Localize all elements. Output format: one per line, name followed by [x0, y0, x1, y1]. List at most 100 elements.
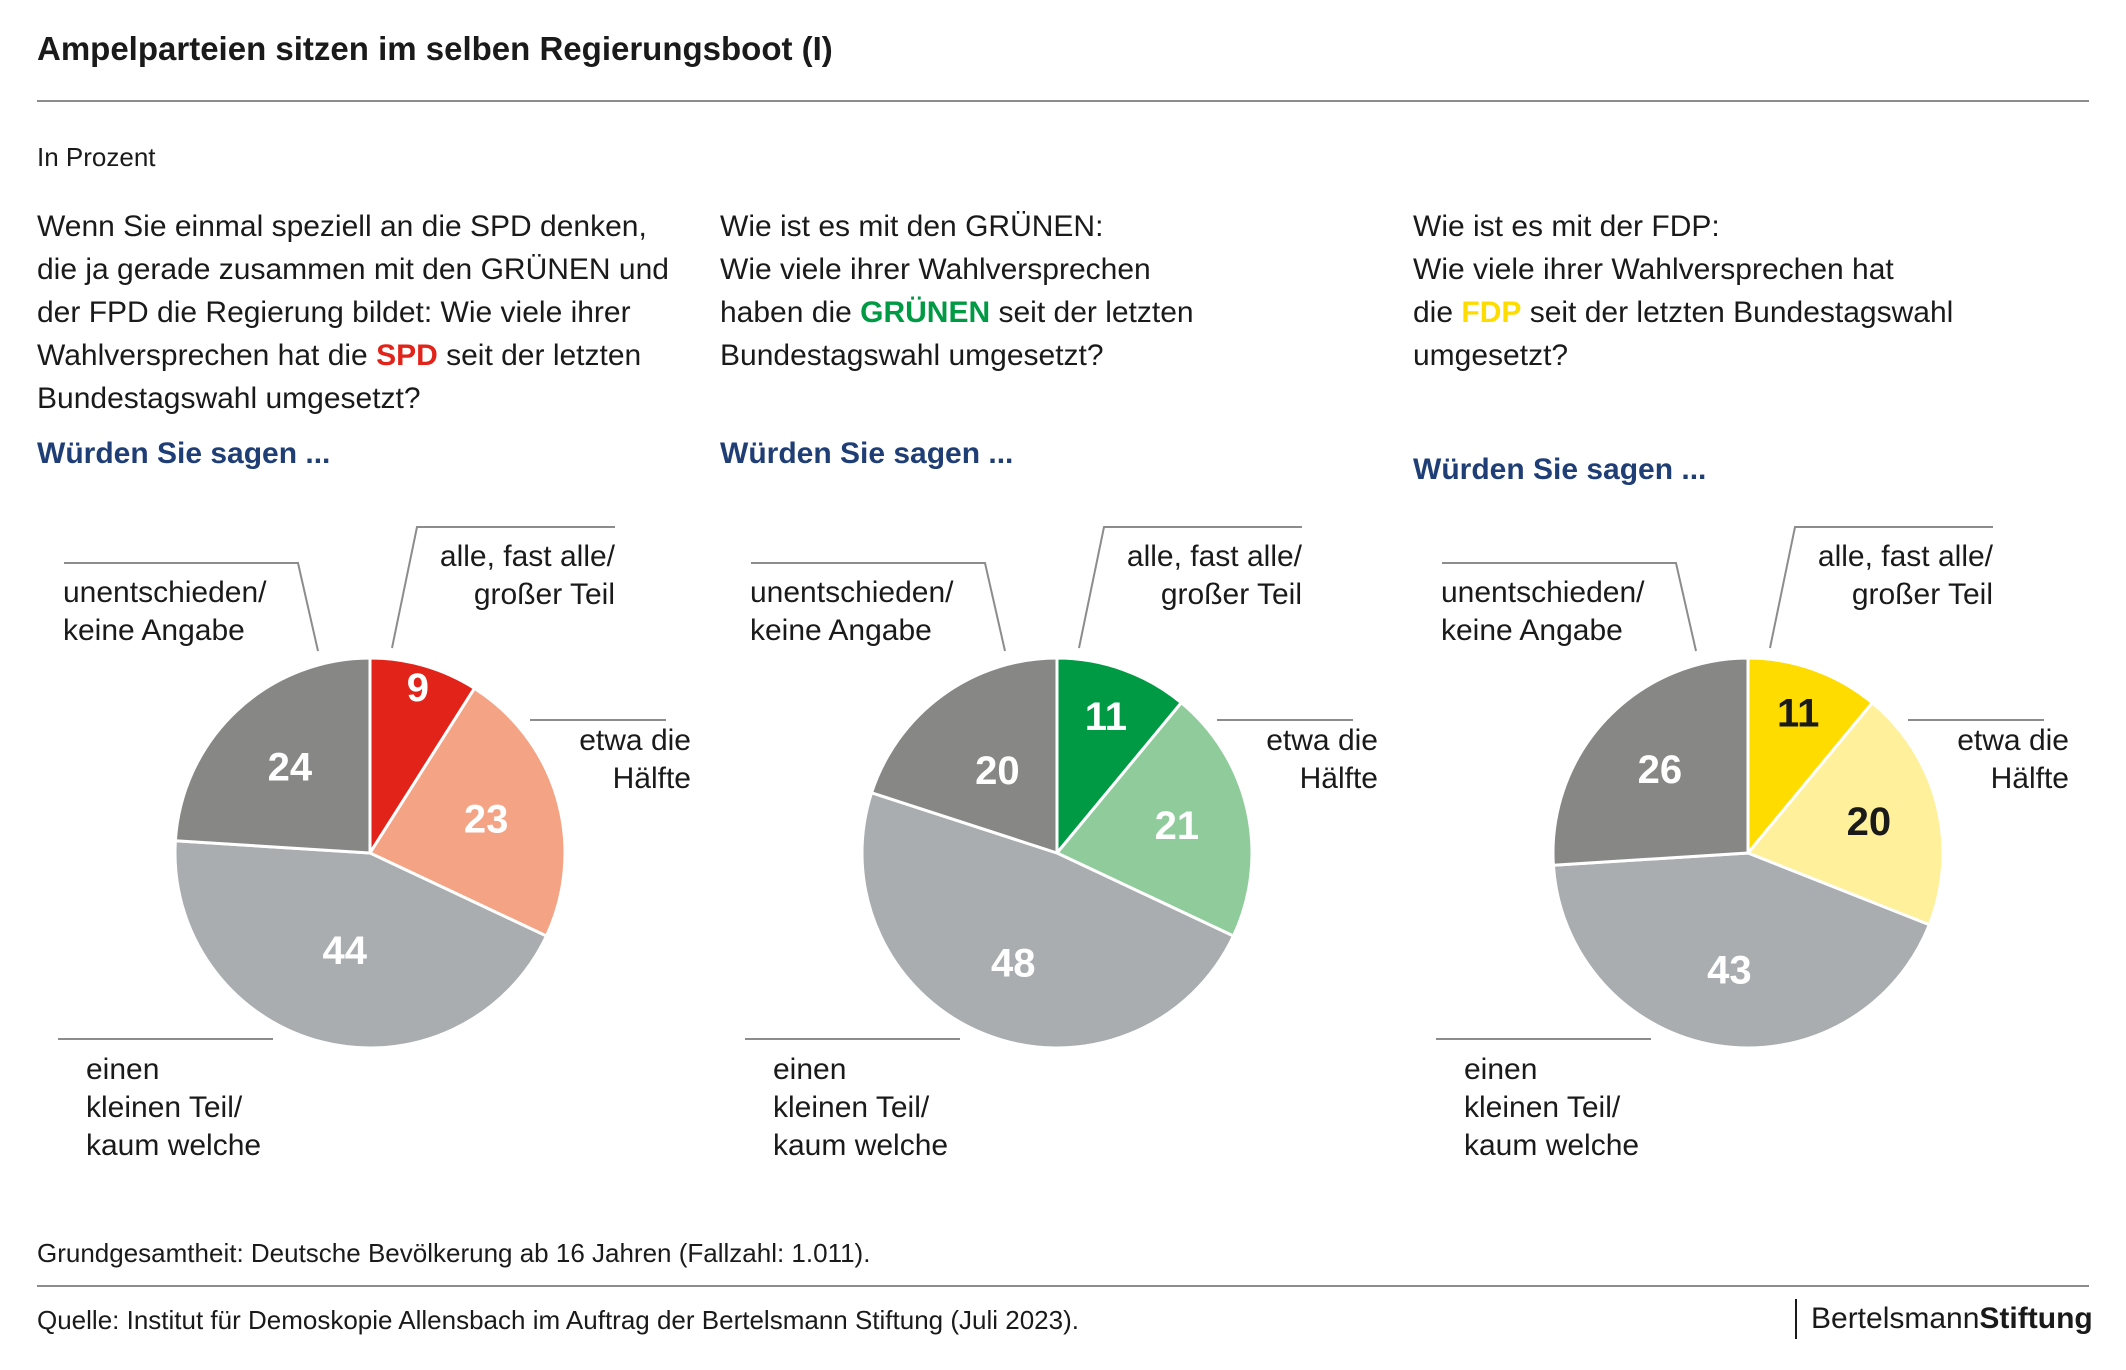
- callout-leader-line: [1078, 526, 1302, 649]
- question-text: seit der letzten Bundestagswahl: [1521, 296, 1954, 329]
- callout-label: kaum welche: [86, 1129, 261, 1162]
- question-fdp: Wie ist es mit der FDP: Wie viele ihrer W…: [1413, 205, 1953, 377]
- callout-label: etwa die: [579, 724, 691, 757]
- question-text: Wie ist es mit der FDP:: [1413, 210, 1720, 243]
- slice-value-label: 20: [1847, 800, 1892, 844]
- slice-value-label: 11: [1777, 692, 1819, 736]
- question-line: die ja gerade zusammen mit den GRÜNEN un…: [37, 248, 669, 291]
- callout-label: keine Angabe: [750, 614, 932, 647]
- slice-value-label: 24: [268, 746, 313, 790]
- pie-slice: [368, 656, 476, 855]
- callout-label: alle, fast alle/: [440, 540, 616, 573]
- slice-value-label: 9: [407, 666, 429, 710]
- question-text: Wie ist es mit den GRÜNEN:: [720, 210, 1104, 243]
- callout-label: etwa die: [1266, 724, 1378, 757]
- question-spd: Wenn Sie einmal speziell an die SPD denk…: [37, 205, 669, 420]
- question-text: Bundestagswahl umgesetzt?: [37, 382, 421, 415]
- footer-divider: [37, 1285, 2089, 1287]
- brand-part1: Bertelsmann: [1811, 1302, 1980, 1335]
- pie-slice: [860, 791, 1235, 1050]
- party-highlight: GRÜNEN: [860, 296, 991, 329]
- pie-slice: [368, 686, 567, 938]
- slice-value-label: 11: [1085, 695, 1127, 739]
- callout-label: Hälfte: [1991, 762, 2069, 795]
- pie-slice: [1746, 656, 1874, 855]
- callout-label: alle, fast alle/: [1127, 540, 1303, 573]
- slice-value-label: 26: [1638, 748, 1683, 792]
- pie-slice: [1746, 701, 1945, 927]
- slice-value-label: 20: [975, 749, 1020, 793]
- question-line: Wie ist es mit der FDP:: [1413, 205, 1953, 248]
- callout-leader-line: [751, 562, 1006, 652]
- slice-value-label: 21: [1155, 804, 1200, 848]
- question-text: Bundestagswahl umgesetzt?: [720, 339, 1104, 372]
- question-line: umgesetzt?: [1413, 334, 1953, 377]
- callout-label: kleinen Teil/: [1464, 1091, 1621, 1124]
- callout-label: einen: [86, 1053, 159, 1086]
- callout-label: kleinen Teil/: [773, 1091, 930, 1124]
- callout-label: kleinen Teil/: [86, 1091, 243, 1124]
- question-text: Wie viele ihrer Wahlversprechen hat: [1413, 253, 1894, 286]
- slice-value-label: 43: [1707, 948, 1752, 992]
- question-text: Wenn Sie einmal speziell an die SPD denk…: [37, 210, 647, 243]
- callout-label: keine Angabe: [1441, 614, 1623, 647]
- pie-slice: [1055, 656, 1183, 855]
- pie-slice: [1551, 656, 1750, 867]
- pie-slice: [173, 839, 548, 1050]
- callout-label: unentschieden/: [750, 576, 954, 609]
- pie-slice: [1551, 851, 1931, 1050]
- question-text: Wahlversprechen hat die: [37, 339, 377, 372]
- callout-label: unentschieden/: [63, 576, 267, 609]
- bertelsmann-stiftung-logo: BertelsmannStiftung: [1795, 1299, 2093, 1339]
- question-text: seit der letzten: [437, 339, 642, 372]
- callout-label: großer Teil: [1161, 578, 1302, 611]
- footnote: Grundgesamtheit: Deutsche Bevölkerung ab…: [37, 1238, 871, 1268]
- question-line: Bundestagswahl umgesetzt?: [37, 377, 669, 420]
- callout-label: einen: [1464, 1053, 1537, 1086]
- question-text: seit der letzten: [990, 296, 1194, 329]
- callout-label: Hälfte: [1300, 762, 1378, 795]
- question-text: umgesetzt?: [1413, 339, 1569, 372]
- brand-part2: Stiftung: [1979, 1302, 2093, 1335]
- callout-label: kaum welche: [773, 1129, 948, 1162]
- chart-title: Ampelparteien sitzen im selben Regierung…: [37, 30, 833, 67]
- callout-label: kaum welche: [1464, 1129, 1639, 1162]
- question-line: Wie viele ihrer Wahlversprechen: [720, 248, 1194, 291]
- question-line: die FDP seit der letzten Bundestagswahl: [1413, 291, 1953, 334]
- pie-slice: [173, 656, 372, 855]
- callout-leader-line: [1442, 562, 1697, 652]
- sub-label-fdp: Würden Sie sagen ...: [1413, 453, 1707, 486]
- callout-leader-line: [391, 526, 615, 649]
- slice-value-label: 48: [991, 942, 1036, 986]
- question-text: die: [1413, 296, 1462, 329]
- slice-value-label: 23: [464, 797, 509, 841]
- question-text: der FPD die Regierung bildet: Wie viele …: [37, 296, 631, 329]
- callout-label: etwa die: [1957, 724, 2069, 757]
- source-note: Quelle: Institut für Demoskopie Allensba…: [37, 1305, 1079, 1335]
- callout-label: keine Angabe: [63, 614, 245, 647]
- question-line: Wahlversprechen hat die SPD seit der let…: [37, 334, 669, 377]
- pie-slice: [870, 656, 1059, 855]
- question-line: haben die GRÜNEN seit der letzten: [720, 291, 1194, 334]
- title-divider: [37, 100, 2089, 102]
- sub-label-spd: Würden Sie sagen ...: [37, 437, 331, 470]
- callout-label: unentschieden/: [1441, 576, 1645, 609]
- question-text: haben die: [720, 296, 861, 329]
- question-line: Bundestagswahl umgesetzt?: [720, 334, 1194, 377]
- callout-leader-line: [64, 562, 319, 652]
- callout-label: großer Teil: [1852, 578, 1993, 611]
- unit-label: In Prozent: [37, 142, 156, 172]
- pie-slice: [1055, 701, 1254, 938]
- sub-label-gruene: Würden Sie sagen ...: [720, 437, 1014, 470]
- party-highlight: SPD: [376, 339, 438, 372]
- question-text: Wie viele ihrer Wahlversprechen: [720, 253, 1151, 286]
- slice-value-label: 44: [323, 929, 368, 973]
- callout-label: Hälfte: [613, 762, 691, 795]
- question-gruene: Wie ist es mit den GRÜNEN: Wie viele ihre…: [720, 205, 1194, 377]
- question-line: Wenn Sie einmal speziell an die SPD denk…: [37, 205, 669, 248]
- question-line: Wie ist es mit den GRÜNEN:: [720, 205, 1194, 248]
- question-line: Wie viele ihrer Wahlversprechen hat: [1413, 248, 1953, 291]
- question-line: der FPD die Regierung bildet: Wie viele …: [37, 291, 669, 334]
- party-highlight: FDP: [1461, 296, 1522, 329]
